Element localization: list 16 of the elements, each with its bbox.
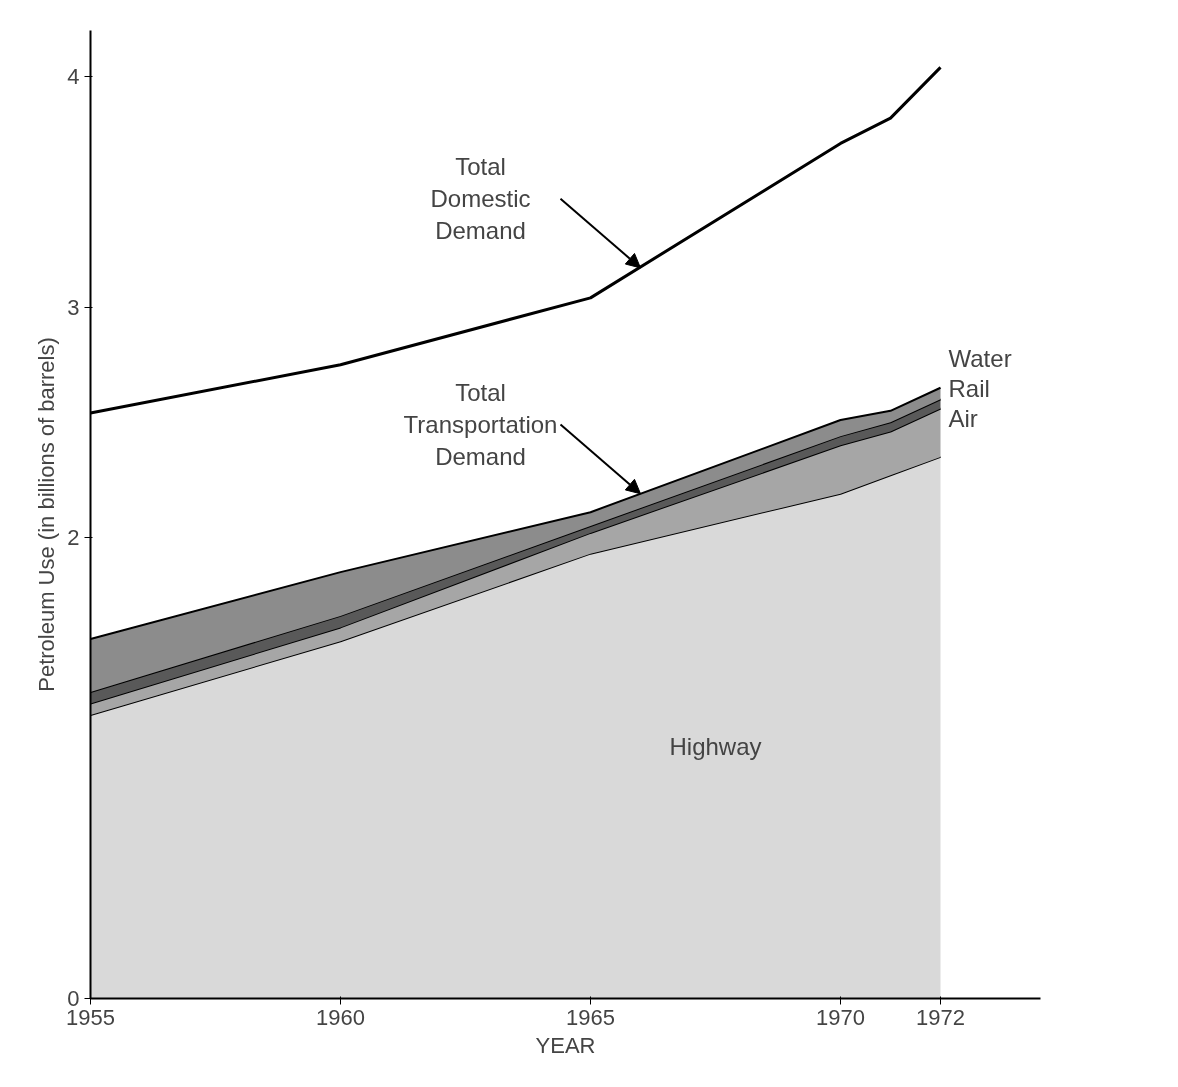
series-label: Water bbox=[948, 344, 1012, 372]
y-tick-label: 2 bbox=[67, 525, 80, 551]
x-axis-title: YEAR bbox=[535, 1032, 596, 1058]
series-label: Highway bbox=[669, 732, 762, 760]
y-tick-label: 0 bbox=[67, 986, 80, 1011]
annotation: Total Transportation Demand bbox=[403, 379, 558, 471]
annotation: Total Domestic Demand bbox=[430, 153, 531, 245]
x-tick-label: 1960 bbox=[316, 1004, 365, 1030]
series-label: Air bbox=[948, 404, 978, 432]
x-tick-label: 1972 bbox=[916, 1004, 965, 1030]
x-tick-label: 1970 bbox=[816, 1004, 865, 1030]
y-tick-label: 4 bbox=[67, 64, 80, 90]
x-tick-label: 1965 bbox=[566, 1004, 615, 1030]
series-label: Rail bbox=[948, 374, 990, 402]
y-tick-label: 3 bbox=[67, 294, 80, 320]
y-axis-title: Petroleum Use (in billions of barrels) bbox=[34, 337, 60, 692]
